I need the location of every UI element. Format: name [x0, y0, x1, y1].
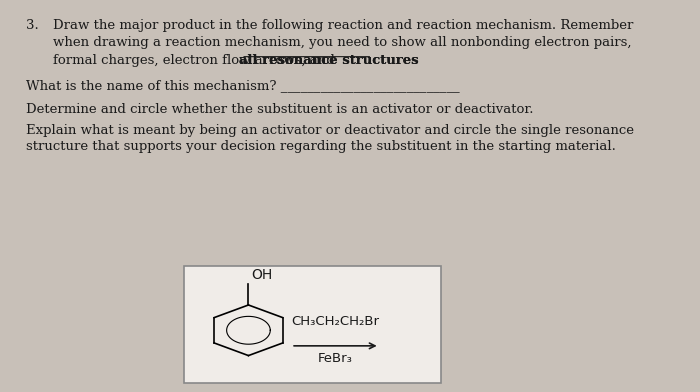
Text: Determine and circle whether the substituent is an activator or deactivator.: Determine and circle whether the substit… [26, 103, 533, 116]
Text: all resonance structures: all resonance structures [239, 54, 419, 67]
Text: Explain what is meant by being an activator or deactivator and circle the single: Explain what is meant by being an activa… [26, 124, 634, 137]
Text: all resonance structures: all resonance structures [239, 54, 419, 67]
Text: CH₃CH₂CH₂Br: CH₃CH₂CH₂Br [291, 315, 379, 328]
Text: OH: OH [251, 268, 273, 281]
Text: 3.: 3. [26, 19, 38, 32]
Text: formal charges, electron flow arrows, and: formal charges, electron flow arrows, an… [53, 54, 339, 67]
Text: structure that supports your decision regarding the substituent in the starting : structure that supports your decision re… [26, 140, 616, 152]
Text: FeBr₃: FeBr₃ [318, 352, 353, 365]
Text: What is the name of this mechanism? ___________________________: What is the name of this mechanism? ____… [26, 79, 459, 92]
Text: Draw the major product in the following reaction and reaction mechanism. Remembe: Draw the major product in the following … [53, 19, 634, 32]
FancyBboxPatch shape [184, 266, 440, 383]
Text: when drawing a reaction mechanism, you need to show all nonbonding electron pair: when drawing a reaction mechanism, you n… [53, 36, 631, 49]
